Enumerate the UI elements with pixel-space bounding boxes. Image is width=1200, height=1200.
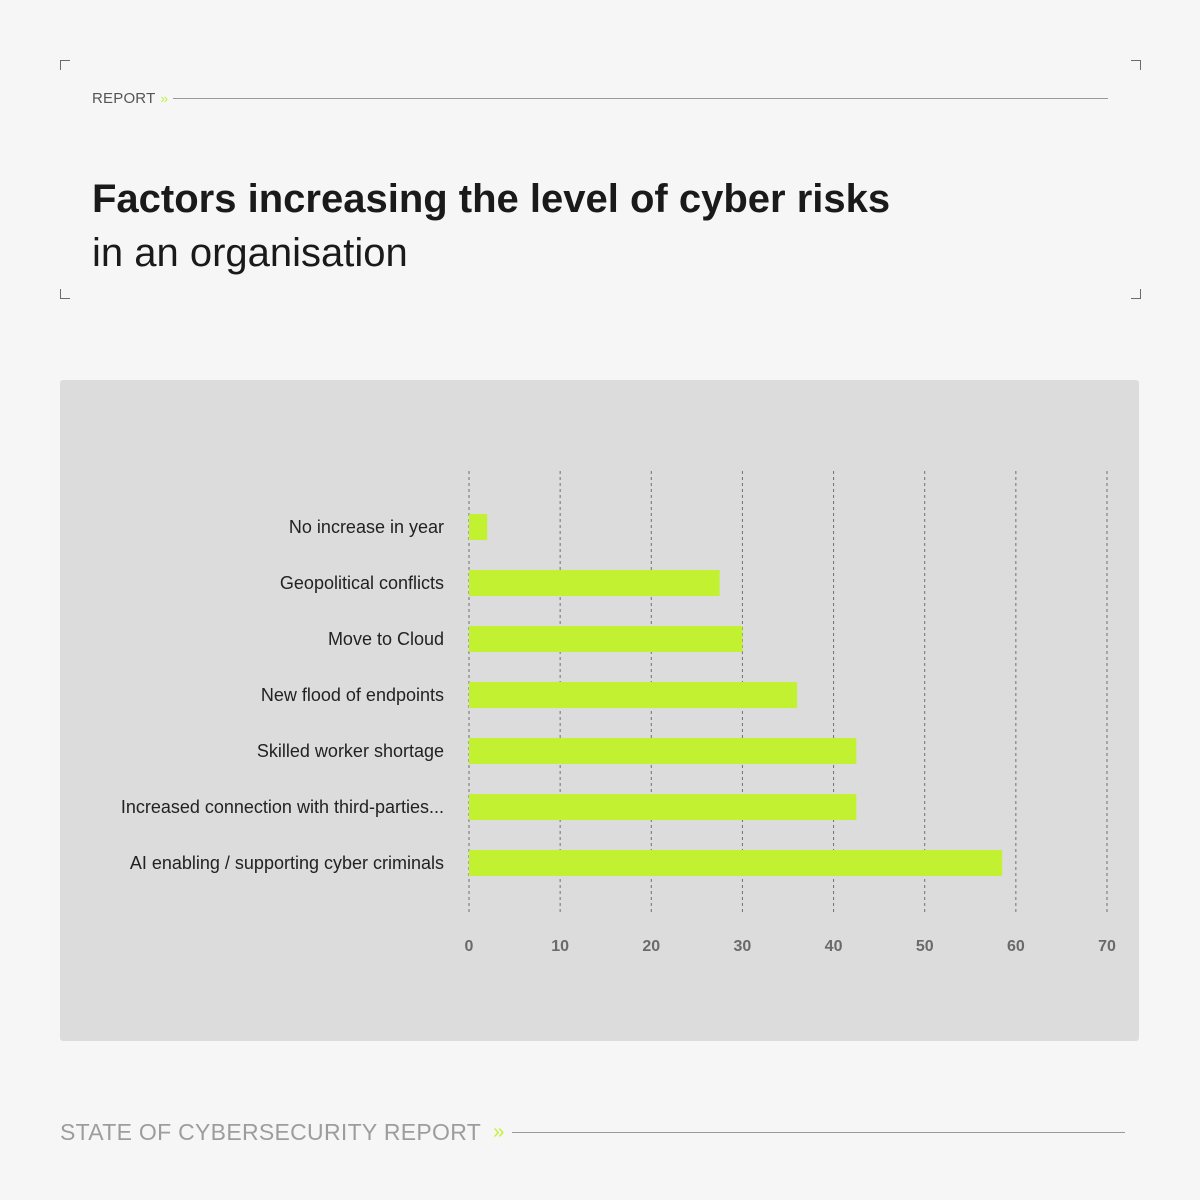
x-tick-label: 70 [1098,938,1116,955]
chevron-right-icon: ›› [493,1120,504,1143]
category-label: Geopolitical conflicts [280,573,444,593]
x-tick-label: 30 [734,938,752,955]
bar [469,682,798,708]
footer-divider [512,1131,1125,1133]
bar [469,738,857,764]
bar [469,850,1003,876]
category-label: No increase in year [289,517,444,537]
page-title: Factors increasing the level of cyber ri… [92,177,891,221]
corner-mark-top-left [60,60,70,70]
corner-mark-top-right [1131,60,1141,70]
footer-label: STATE OF CYBERSECURITY REPORT [60,1118,482,1145]
chart-panel: 0 10 20 30 40 50 60 70 No increase in year Geopol… [60,380,1139,1041]
report-header: REPORT ›› [92,88,1108,108]
category-label: Skilled worker shortage [257,741,444,761]
header-divider [173,97,1108,99]
bar [469,626,743,652]
category-label: New flood of endpoints [261,685,444,705]
chevron-right-icon: ›› [160,90,168,106]
bar [469,794,857,820]
x-tick-label: 60 [1007,938,1025,955]
corner-mark-bottom-left [60,289,70,299]
bar-chart: 0 10 20 30 40 50 60 70 No increase in year Geopol… [121,471,1116,955]
category-label: Increased connection with third-parties.… [121,797,444,817]
page-subtitle: in an organisation [92,231,408,275]
x-tick-label: 0 [465,938,474,955]
category-label: Move to Cloud [328,629,444,649]
x-tick-label: 50 [916,938,934,955]
x-tick-label: 20 [642,938,660,955]
x-tick-label: 10 [551,938,569,955]
bar [469,570,720,596]
corner-mark-bottom-right [1131,289,1141,299]
footer: STATE OF CYBERSECURITY REPORT ›› [60,1118,1125,1146]
x-tick-label: 40 [825,938,843,955]
bar [469,514,488,540]
category-label: AI enabling / supporting cyber criminals [130,853,444,873]
report-label: REPORT [92,89,156,107]
